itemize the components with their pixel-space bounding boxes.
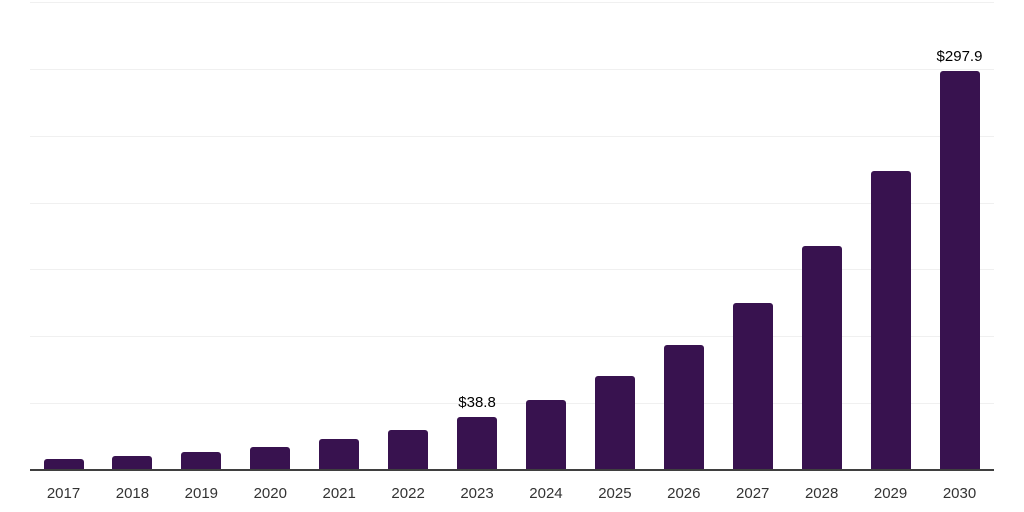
bar-2030 [939,70,980,469]
gridline-250 [30,135,994,137]
gridline-200 [30,202,994,204]
x-axis-label-2030: 2030 [942,485,977,502]
x-axis-label-2027: 2027 [736,485,770,502]
x-axis-label-2019: 2019 [184,485,219,502]
bar-2025 [594,376,635,469]
bar-2027 [732,302,773,469]
x-axis-line [30,469,994,471]
bar-2029 [870,170,911,469]
gridline-50 [30,403,994,405]
bar-2021 [319,439,360,469]
x-axis-label-2017: 2017 [46,485,81,502]
bar-2023 [457,417,498,469]
x-axis-label-2024: 2024 [529,485,563,502]
bar-2024 [525,399,566,469]
gridline-150 [30,269,994,271]
bar-2022 [388,430,429,469]
x-axis-label-2026: 2026 [667,485,701,502]
x-axis-label-2020: 2020 [253,485,287,502]
x-axis-label-2021: 2021 [322,485,356,502]
bar-2026 [663,344,704,469]
bar-2019 [181,451,222,469]
x-axis-label-2029: 2029 [873,485,908,502]
gridline-300 [30,68,994,70]
x-axis-label-2028: 2028 [804,485,839,502]
x-axis-label-2025: 2025 [598,485,632,502]
x-axis-label-2018: 2018 [115,485,150,502]
bar-2017 [43,458,84,469]
bar-2028 [801,246,842,469]
x-axis-label-2022: 2022 [391,485,425,502]
gridline-100 [30,336,994,338]
bar-2020 [250,446,291,469]
gridline-350 [30,2,994,3]
bar-2018 [112,455,153,469]
value-label-2030: $297.9 [936,47,983,65]
x-axis-label-2023: 2023 [460,485,494,502]
value-label-2023: $38.8 [458,394,496,412]
